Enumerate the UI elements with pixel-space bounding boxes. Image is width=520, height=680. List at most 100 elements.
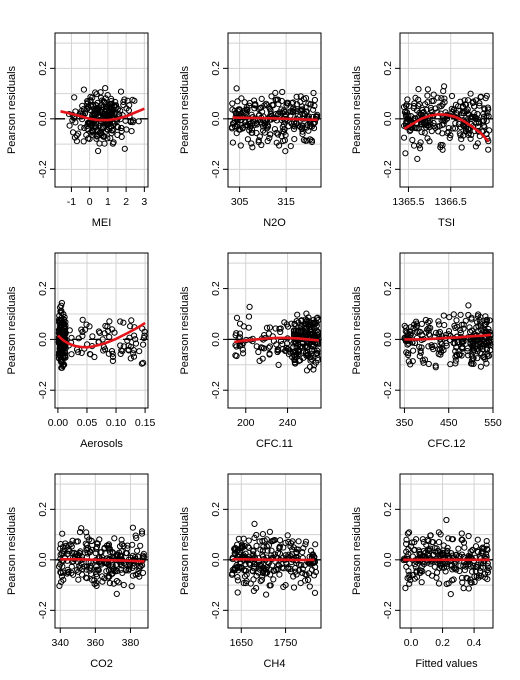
data-point	[293, 93, 300, 100]
data-point	[479, 343, 486, 350]
data-point	[269, 537, 276, 545]
data-point	[405, 546, 412, 553]
data-point	[458, 574, 466, 582]
x-tick-label: 1750	[274, 637, 298, 649]
data-point	[407, 328, 414, 335]
data-point	[298, 122, 305, 129]
data-point	[277, 328, 284, 336]
data-point	[128, 583, 135, 590]
data-point	[297, 343, 304, 350]
data-point	[452, 120, 459, 127]
data-point	[460, 325, 467, 332]
data-point	[249, 129, 256, 136]
data-point	[475, 574, 482, 581]
data-point	[59, 547, 67, 554]
data-point	[418, 579, 425, 586]
data-point	[97, 94, 105, 101]
data-point	[281, 137, 288, 144]
data-point	[266, 343, 273, 350]
data-point	[251, 105, 258, 112]
data-point	[75, 576, 82, 583]
data-point	[460, 585, 467, 592]
data-point	[421, 129, 428, 136]
data-point	[455, 103, 462, 110]
data-point	[120, 101, 127, 109]
data-point	[108, 348, 116, 355]
plot-frame	[227, 473, 322, 629]
data-point	[272, 89, 279, 97]
x-tick-label: 0.10	[106, 417, 127, 429]
panel-cfc-12: 350 450 550 -0.2 0.0 0.2 CFC.12 Pearson residua…	[351, 252, 502, 450]
panel-ch4: 1650 1750 -0.2 0.0 0.2 CH4 Pearson residuals	[179, 473, 322, 670]
data-point	[261, 129, 268, 136]
data-point	[68, 351, 75, 358]
data-point	[308, 123, 315, 130]
data-point	[251, 520, 258, 528]
data-point	[430, 551, 437, 558]
data-point	[468, 579, 475, 586]
data-point	[448, 550, 455, 557]
data-point	[402, 150, 409, 157]
data-point	[266, 351, 273, 358]
data-point	[104, 127, 112, 134]
data-point	[270, 576, 277, 583]
data-point	[257, 546, 264, 553]
data-point	[80, 138, 87, 145]
data-point	[427, 532, 434, 539]
data-point	[303, 320, 310, 327]
data-point	[129, 96, 136, 104]
data-point	[306, 326, 314, 333]
data-point	[118, 536, 125, 543]
panel-aerosols: 0.00 0.05 0.10 0.15 -0.2 0.0 0.2 Aerosols Pearso…	[6, 252, 155, 450]
data-point	[71, 94, 78, 101]
data-point	[455, 120, 462, 128]
data-point	[60, 569, 67, 576]
data-point	[89, 333, 96, 340]
data-point	[450, 339, 457, 347]
data-point	[101, 133, 108, 140]
data-point	[87, 564, 94, 572]
data-point	[89, 94, 96, 101]
data-point	[450, 107, 457, 114]
data-point	[311, 572, 318, 579]
x-tick-label: 200	[237, 417, 255, 429]
data-point	[84, 100, 91, 108]
data-point	[93, 582, 100, 590]
data-point	[74, 566, 81, 573]
data-point	[461, 97, 468, 104]
data-point	[406, 529, 413, 536]
data-point	[138, 530, 146, 537]
data-point	[60, 576, 67, 583]
data-point	[123, 550, 131, 557]
data-point	[461, 544, 468, 551]
data-point	[405, 358, 412, 365]
data-point	[264, 123, 271, 130]
data-point	[290, 584, 298, 591]
x-tick-label: 1365.5	[392, 196, 424, 208]
data-point	[76, 529, 84, 536]
data-point	[478, 545, 485, 552]
data-point	[130, 350, 137, 357]
plot-frame	[54, 32, 149, 188]
y-tick-label: -0.2	[382, 381, 394, 399]
data-point	[418, 320, 425, 327]
data-point	[484, 339, 491, 346]
data-point	[83, 575, 91, 582]
y-tick-label: 0.2	[382, 281, 394, 296]
data-point	[140, 359, 147, 366]
y-tick-label: 0.0	[37, 332, 49, 347]
data-point	[403, 349, 410, 356]
data-point	[438, 345, 445, 352]
data-point	[409, 136, 416, 144]
data-point	[242, 580, 249, 587]
panel-fitted-values: 0.0 0.2 0.4 -0.2 0.0 0.2 Fitted values Pearson …	[351, 473, 494, 670]
plot-frame	[399, 32, 494, 188]
data-point	[458, 109, 466, 117]
data-point	[70, 571, 77, 578]
data-point	[86, 567, 93, 574]
data-point	[413, 107, 420, 114]
y-tick-label: -0.2	[210, 160, 222, 178]
data-point	[279, 123, 286, 131]
data-point	[259, 531, 266, 538]
data-point	[109, 353, 117, 360]
